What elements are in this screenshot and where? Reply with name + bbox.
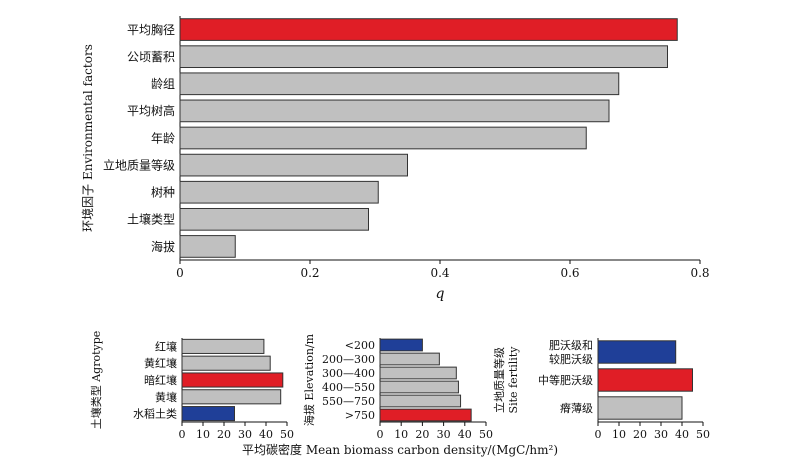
bar-4 <box>379 394 462 408</box>
x-tick-label: 0.8 <box>690 266 709 280</box>
x-tick-label: 10 <box>196 428 210 441</box>
bar-2 <box>179 72 620 96</box>
x-tick-label: 0.4 <box>430 266 449 280</box>
category-label: 肥沃级和 <box>549 339 593 352</box>
bar-8 <box>179 235 236 258</box>
category-label: >750 <box>345 409 375 422</box>
x-tick-label: 20 <box>217 428 231 441</box>
x-tick-label: 20 <box>633 428 647 441</box>
x-tick-label: 40 <box>675 428 689 441</box>
category-label: 土壤类型 <box>127 212 175 227</box>
shared-x-axis-title: 平均碳密度 Mean biomass carbon density/(MgC/h… <box>242 442 558 457</box>
category-label: 400—550 <box>322 381 375 394</box>
x-tick-label: 30 <box>238 428 252 441</box>
bar-0 <box>179 18 678 41</box>
bar-5 <box>179 153 408 177</box>
y-axis-title: 环境因子 Environmental factors <box>80 44 95 232</box>
category-label: 立地质量等级 <box>103 157 175 172</box>
x-tick-label: 40 <box>458 428 472 441</box>
bar-1 <box>179 45 668 69</box>
bar-1 <box>181 355 271 371</box>
x-tick-label: 0 <box>595 428 602 441</box>
bar-0 <box>597 340 677 364</box>
bar-5 <box>379 408 472 422</box>
category-label: 较肥沃级 <box>549 352 593 366</box>
x-tick-label: 50 <box>696 428 710 441</box>
bar-1 <box>597 368 693 392</box>
category-label: 公顷蓄积 <box>127 50 175 64</box>
category-label: 龄组 <box>151 77 175 91</box>
category-label: 海拔 <box>151 239 175 254</box>
x-tick-label: 0 <box>176 266 184 280</box>
bar-7 <box>179 207 369 231</box>
category-label: 瘠薄级 <box>560 401 593 415</box>
bar-2 <box>379 366 457 380</box>
x-tick-label: 0 <box>179 428 186 441</box>
bar-1 <box>379 352 440 366</box>
bar-3 <box>179 99 610 123</box>
bar-4 <box>179 126 587 150</box>
x-tick-label: 30 <box>654 428 668 441</box>
bar-2 <box>181 372 284 388</box>
category-label: 黄壤 <box>155 390 177 404</box>
category-label: 暗红壤 <box>144 373 177 387</box>
bar-3 <box>181 389 282 405</box>
x-tick-label: 40 <box>259 428 273 441</box>
bar-2 <box>597 396 683 420</box>
category-label: 红壤 <box>155 339 177 353</box>
x-tick-label: 0 <box>377 428 384 441</box>
bar-3 <box>379 380 459 394</box>
category-label: 550—750 <box>322 395 375 408</box>
y-axis-title: 海拔 Elevation/m <box>302 333 316 426</box>
x-axis-title: q <box>436 286 445 302</box>
bar-0 <box>379 338 423 352</box>
x-tick-label: 10 <box>394 428 408 441</box>
category-label: 平均胸径 <box>127 22 175 37</box>
y-axis-title: 立地质量等级 <box>492 347 506 413</box>
bar-4 <box>181 406 235 422</box>
y-axis-title: Site fertility <box>507 346 520 414</box>
category-label: 平均树高 <box>127 103 175 118</box>
x-tick-label: 10 <box>612 428 626 441</box>
category-label: 年龄 <box>151 131 175 145</box>
x-tick-label: 0.6 <box>560 266 579 280</box>
x-tick-label: 20 <box>415 428 429 441</box>
category-label: 中等肥沃级 <box>538 373 593 387</box>
category-label: 300—400 <box>322 367 375 380</box>
category-label: 树种 <box>151 185 175 200</box>
x-tick-label: 30 <box>437 428 451 441</box>
category-label: 黄红壤 <box>144 356 177 370</box>
bar-0 <box>181 338 265 354</box>
category-label: 200—300 <box>322 353 375 366</box>
x-tick-label: 50 <box>479 428 493 441</box>
category-label: <200 <box>345 339 375 352</box>
x-tick-label: 50 <box>280 428 294 441</box>
bar-6 <box>179 180 379 204</box>
y-axis-title: 土壤类型 Agrotype <box>89 331 103 430</box>
category-label: 水稻土类 <box>133 407 177 421</box>
x-tick-label: 0.2 <box>300 266 319 280</box>
